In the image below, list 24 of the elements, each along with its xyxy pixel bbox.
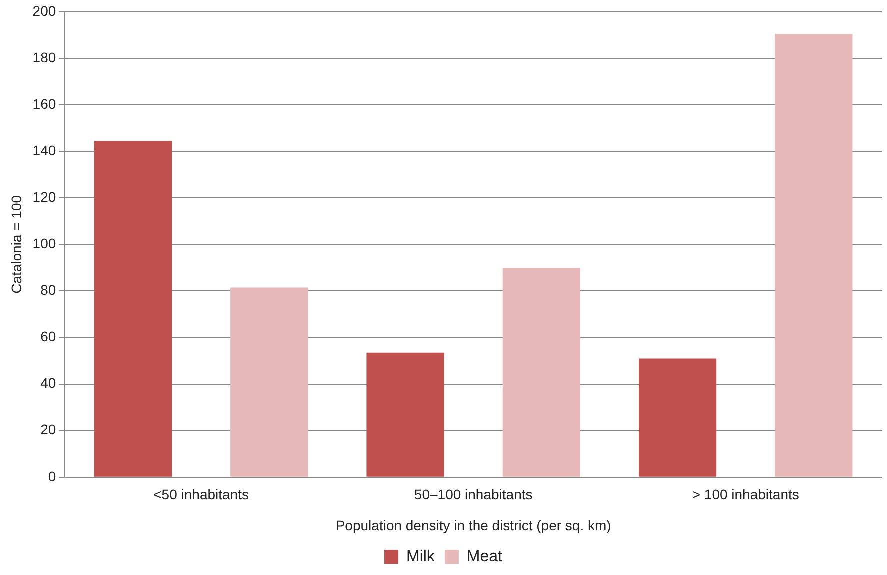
y-tick-label: 40: [40, 375, 56, 392]
bar: [94, 141, 172, 477]
y-tick-label: 140: [32, 142, 56, 158]
y-tick-label: 0: [48, 468, 56, 484]
bar: [638, 358, 717, 477]
x-tick-label: > 100 inhabitants: [692, 486, 800, 503]
y-tick-label: 80: [40, 282, 56, 298]
bar: [775, 34, 853, 477]
y-tick-label: 200: [32, 2, 56, 19]
bar: [230, 288, 308, 477]
y-axis-title: Catalonia = 100: [8, 195, 24, 294]
x-axis-title: Population density in the district (per sq. km): [336, 517, 612, 534]
y-tick-label: 100: [32, 236, 56, 252]
legend-label: Meat: [466, 548, 504, 566]
y-tick-label: 180: [32, 49, 56, 66]
x-tick-label: <50 inhabitants: [154, 486, 249, 503]
y-tick-label: 160: [32, 96, 56, 112]
legend-label: Milk: [406, 548, 436, 566]
bar: [366, 352, 444, 477]
y-tick-label: 120: [32, 189, 56, 206]
bar: [502, 268, 580, 477]
x-tick-label: 50–100 inhabitants: [414, 486, 533, 503]
y-tick-label: 20: [40, 422, 56, 438]
y-tick-label: 60: [40, 328, 56, 345]
